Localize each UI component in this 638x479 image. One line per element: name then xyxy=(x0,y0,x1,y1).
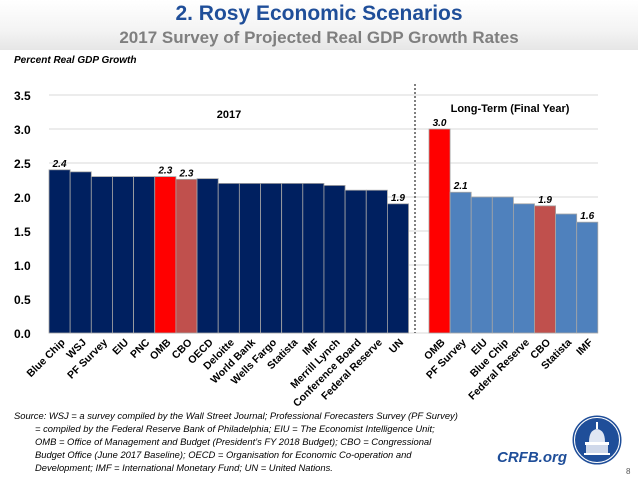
bar xyxy=(175,178,198,334)
x-tick-label: EIU xyxy=(110,337,131,358)
bar xyxy=(344,189,367,334)
y-tick-label: 0.5 xyxy=(14,293,31,307)
data-label: 2.3 xyxy=(157,166,172,177)
data-label: 1.6 xyxy=(580,211,594,222)
y-tick-label: 3.0 xyxy=(14,123,31,137)
source-line: Source: WSJ = a survey compiled by the W… xyxy=(14,410,458,421)
y-axis-label: Percent Real GDP Growth xyxy=(14,55,137,66)
bar xyxy=(323,185,346,334)
data-label: 1.9 xyxy=(391,193,405,204)
slide-header: 2. Rosy Economic Scenarios 2017 Survey o… xyxy=(0,0,638,50)
bar xyxy=(133,176,156,334)
page-number: 8 xyxy=(626,467,631,476)
source-line: Development; IMF = International Monetar… xyxy=(35,462,333,473)
data-label: 1.9 xyxy=(538,195,552,206)
y-tick-label: 2.5 xyxy=(14,157,31,171)
group-title-2017: 2017 xyxy=(217,109,241,121)
bar xyxy=(154,176,177,334)
bar xyxy=(428,128,451,334)
y-tick-label: 2.0 xyxy=(14,191,31,205)
bar xyxy=(281,182,304,334)
bar xyxy=(470,196,493,334)
bar xyxy=(449,191,472,334)
source-line: Budget Office (June 2017 Baseline); OECD… xyxy=(35,449,412,460)
bar xyxy=(90,176,113,334)
bar xyxy=(112,176,134,334)
crfb-link[interactable]: CRFB.org xyxy=(497,449,567,466)
y-tick-label: 1.5 xyxy=(14,225,31,239)
data-label: 3.0 xyxy=(433,118,447,129)
source-line: = compiled by the Federal Reserve Bank o… xyxy=(35,423,435,434)
x-tick-label: PNC xyxy=(128,336,152,360)
slide-subtitle: 2017 Survey of Projected Real GDP Growth… xyxy=(119,28,519,47)
bar xyxy=(534,205,557,334)
x-tick-label: IMF xyxy=(574,336,596,358)
bar xyxy=(302,182,325,334)
bar xyxy=(48,169,71,334)
x-tick-label: Blue Chip xyxy=(25,337,68,380)
bar xyxy=(69,171,92,334)
slide-title: 2. Rosy Economic Scenarios xyxy=(175,2,463,25)
bar xyxy=(386,203,409,334)
x-tick-label: UN xyxy=(387,337,406,356)
data-label: 2.3 xyxy=(179,168,194,179)
source-note: Source: WSJ = a survey compiled by the W… xyxy=(14,409,494,474)
source-line: OMB = Office of Management and Budget (P… xyxy=(35,436,432,447)
data-label: 2.1 xyxy=(453,181,468,192)
bar xyxy=(365,189,388,334)
bar xyxy=(513,203,535,334)
group-title-long-term: Long-Term (Final Year) xyxy=(451,103,570,115)
bar xyxy=(576,221,599,334)
bar xyxy=(491,196,514,334)
x-tick-label: OMB xyxy=(148,336,174,362)
bar xyxy=(555,213,578,334)
capitol-dome-icon xyxy=(570,413,624,467)
bar xyxy=(217,182,240,334)
bar xyxy=(260,182,283,334)
y-tick-label: 0.0 xyxy=(14,327,31,341)
bar xyxy=(196,178,219,334)
y-tick-label: 3.5 xyxy=(14,89,31,103)
y-tick-label: 1.0 xyxy=(14,259,31,273)
data-label: 2.4 xyxy=(52,159,67,170)
bar xyxy=(238,182,261,334)
